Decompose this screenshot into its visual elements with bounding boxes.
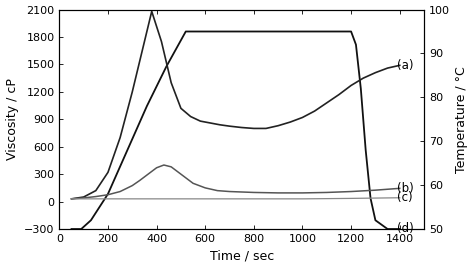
Y-axis label: Viscosity / cP: Viscosity / cP: [6, 78, 18, 160]
Text: (d): (d): [397, 222, 414, 234]
Text: (a): (a): [397, 59, 414, 72]
X-axis label: Time / sec: Time / sec: [210, 250, 274, 262]
Text: (c): (c): [397, 191, 413, 204]
Text: (b): (b): [397, 182, 414, 195]
Y-axis label: Temperature / °C: Temperature / °C: [456, 66, 468, 173]
